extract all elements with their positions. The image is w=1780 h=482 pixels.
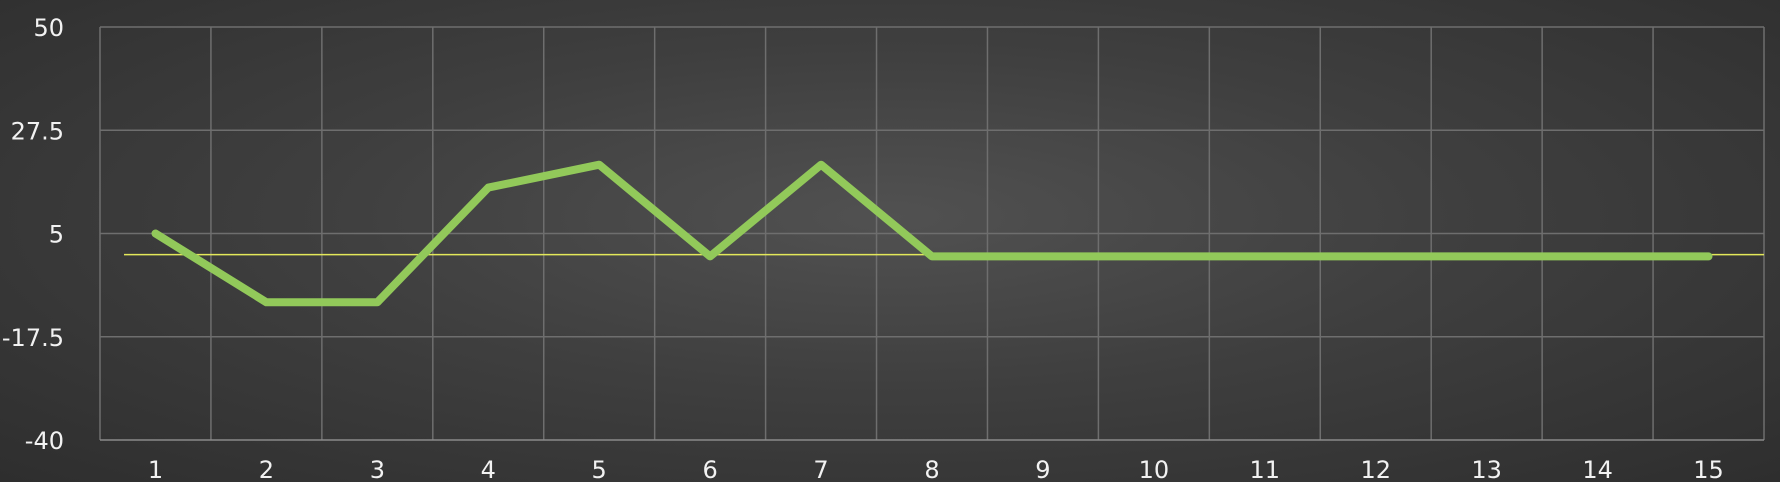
x-tick-label: 15 [1693, 456, 1724, 482]
x-tick-label: 7 [813, 456, 828, 482]
y-tick-label: -17.5 [2, 324, 64, 352]
series-line [151, 160, 1713, 307]
x-tick-label: 3 [370, 456, 385, 482]
x-tick-label: 1 [148, 456, 163, 482]
x-tick-label: 5 [592, 456, 607, 482]
y-tick-label: -40 [25, 427, 64, 455]
x-tick-label: 10 [1139, 456, 1170, 482]
series-group [151, 160, 1713, 307]
y-tick-label: 5 [49, 221, 64, 249]
x-tick-label: 11 [1250, 456, 1281, 482]
y-axis-ticks: 50 27.5 5 -17.5 -40 [2, 14, 64, 455]
x-tick-label: 14 [1582, 456, 1613, 482]
x-tick-label: 4 [481, 456, 496, 482]
x-axis-ticks: 1 2 3 4 5 6 7 8 9 10 11 12 13 14 15 [148, 456, 1724, 482]
x-tick-label: 2 [259, 456, 274, 482]
x-tick-label: 12 [1360, 456, 1391, 482]
grid [99, 26, 1765, 441]
y-tick-label: 50 [33, 14, 64, 42]
x-tick-label: 6 [702, 456, 717, 482]
x-tick-label: 8 [924, 456, 939, 482]
y-tick-label: 27.5 [11, 117, 64, 145]
x-tick-label: 9 [1035, 456, 1050, 482]
x-tick-label: 13 [1471, 456, 1502, 482]
